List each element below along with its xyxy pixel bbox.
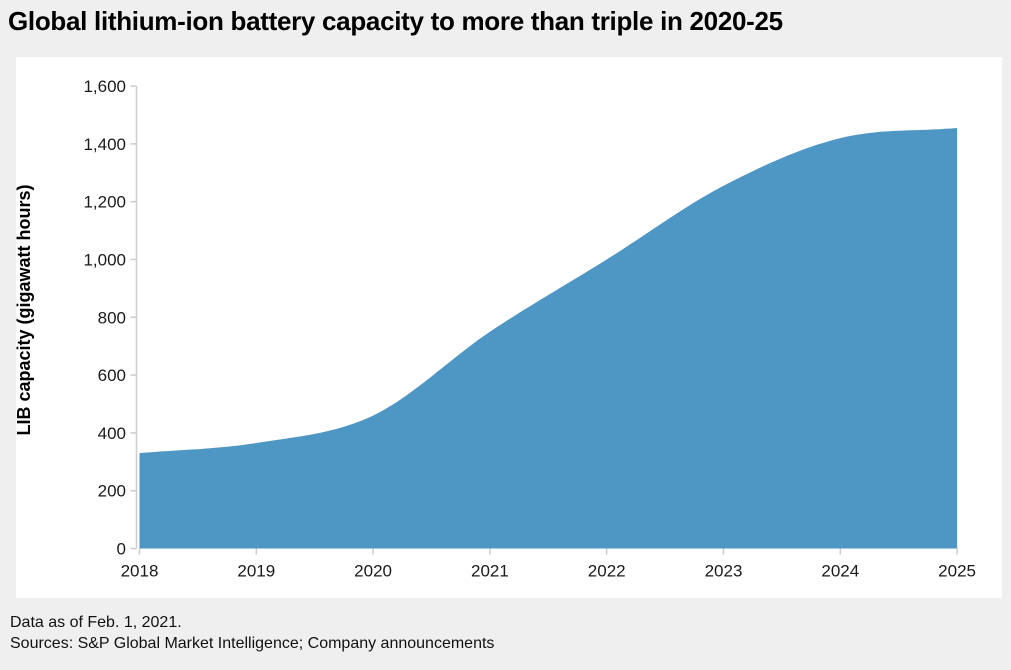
y-tick-label: 800 xyxy=(98,308,126,327)
sources-note: Sources: S&P Global Market Intelligence;… xyxy=(10,635,495,652)
y-tick-label: 200 xyxy=(98,482,126,501)
y-tick-label: 400 xyxy=(98,424,126,443)
area-chart: 0 200 400 600 800 1,000 1,200 1,400 1,600 2018 201… xyxy=(16,77,976,581)
x-tick-label: 2019 xyxy=(237,562,275,581)
y-tick-label: 1,000 xyxy=(83,251,126,270)
x-tick-label: 2024 xyxy=(821,562,859,581)
y-tick-label: 1,400 xyxy=(83,135,126,154)
chart-title: Global lithium-ion battery capacity to m… xyxy=(8,6,783,36)
capacity-area-series xyxy=(139,128,958,549)
y-tick-label: 1,600 xyxy=(83,77,126,96)
x-tick-label: 2022 xyxy=(588,562,626,581)
y-tick-label: 1,200 xyxy=(83,193,126,212)
chart-footnotes: Data as of Feb. 1, 2021. Sources: S&P Gl… xyxy=(10,612,494,654)
x-tick-label: 2018 xyxy=(121,562,159,581)
x-tick-label: 2023 xyxy=(705,562,743,581)
x-tick-label: 2020 xyxy=(354,562,392,581)
x-tick-label: 2021 xyxy=(471,562,509,581)
y-axis-title: LIB capacity (gigawatt hours) xyxy=(16,184,34,435)
chart-panel: 0 200 400 600 800 1,000 1,200 1,400 1,600 2018 201… xyxy=(16,57,1002,598)
y-tick-label: 600 xyxy=(98,366,126,385)
data-as-of-note: Data as of Feb. 1, 2021. xyxy=(10,614,182,631)
y-tick-label: 0 xyxy=(117,540,126,559)
x-tick-label: 2025 xyxy=(938,562,976,581)
